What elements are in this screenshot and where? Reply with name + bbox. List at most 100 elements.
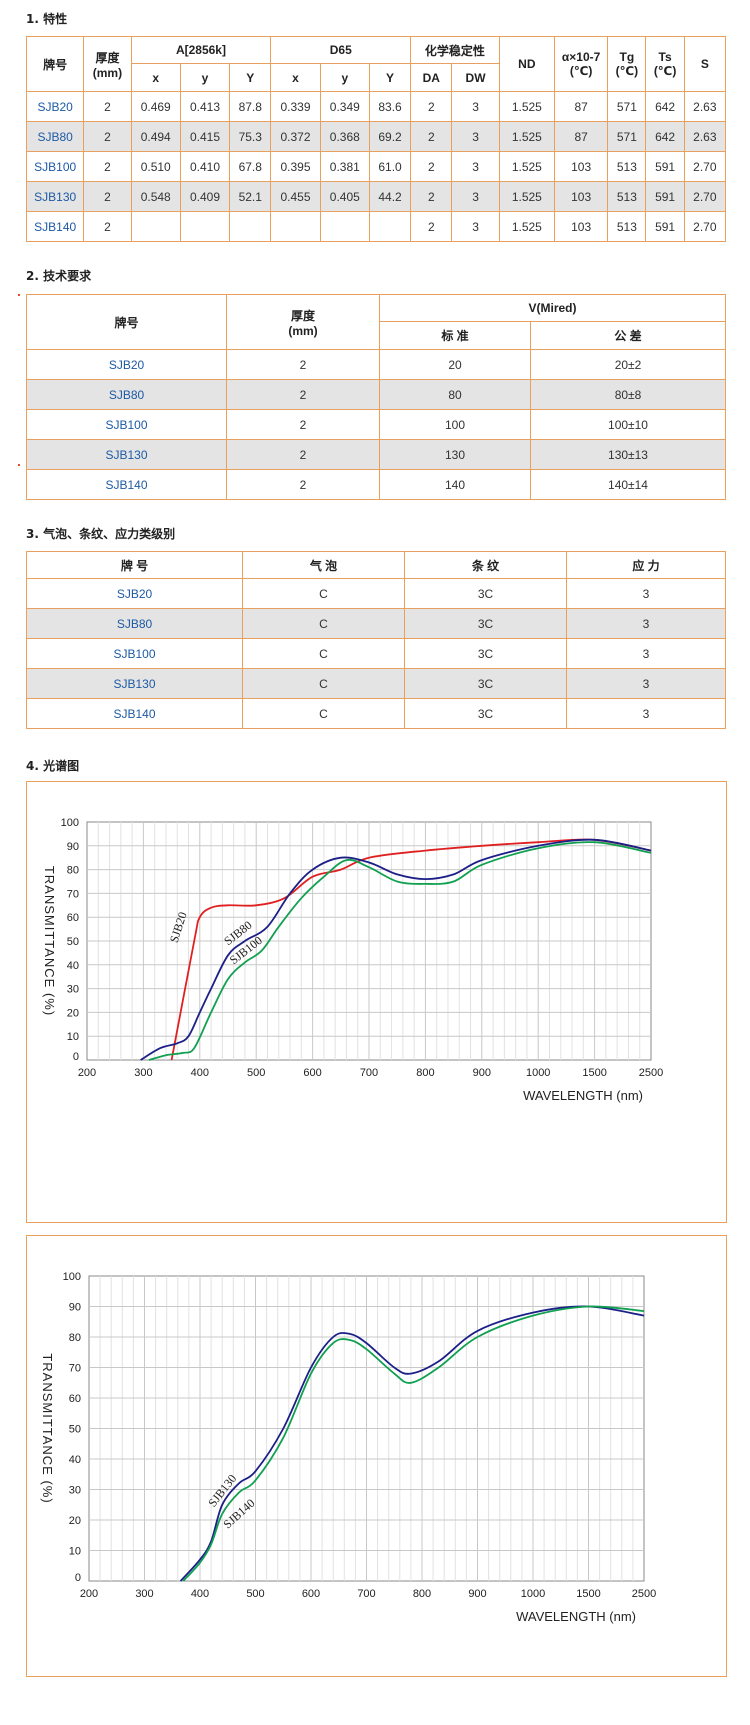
y-tick-label: 40	[69, 1454, 81, 1466]
table-cell: 0.494	[130, 121, 181, 152]
x-tick-label: 900	[468, 1588, 486, 1600]
series-line-sjb100	[148, 841, 652, 1061]
table-cell: 3	[566, 638, 726, 669]
header-chemical-stability: 化学稳定性	[410, 36, 500, 64]
brand-cell: SJB100	[26, 409, 227, 440]
spectrum-chart-2: 0 10 20 30 40 50 60 70 80 90 100 200 300 400 500 600 700…	[26, 1235, 727, 1677]
table-row: SJB80 C 3C 3	[26, 608, 726, 639]
table-cell	[319, 211, 370, 242]
table-row: SJB100 C 3C 3	[26, 638, 726, 669]
brand-cell: SJB130	[25, 181, 85, 212]
y-tick-label: 10	[69, 1546, 81, 1558]
table-cell: 571	[607, 121, 647, 152]
table-cell: 130±13	[530, 439, 726, 470]
x-tick-label: 1000	[521, 1588, 545, 1600]
table-cell: 3C	[404, 578, 567, 609]
table-row: SJB130 2 0.548 0.409 52.1 0.455 0.405 44.2 2 3 1.5…	[25, 181, 727, 212]
x-tick-label: 1000	[526, 1067, 550, 1079]
y-tick-label: 50	[67, 936, 79, 948]
x-tick-label: 600	[303, 1067, 321, 1079]
table-cell: 2	[410, 91, 453, 122]
table-row: SJB100 2 100 100±10	[26, 409, 726, 440]
y-tick-label: 50	[69, 1424, 81, 1436]
table-cell: 3	[451, 181, 500, 212]
table-cell: 3	[566, 668, 726, 699]
header-stripe: 条 纹	[404, 551, 567, 579]
table-cell: 591	[645, 211, 685, 242]
table-cell: 591	[645, 151, 685, 182]
table-cell: 3C	[404, 638, 567, 669]
table-cell: C	[242, 578, 405, 609]
table-cell: 2.70	[683, 211, 727, 242]
table-cell: 0.415	[179, 121, 231, 152]
x-axis-label: WAVELENGTH (nm)	[523, 1088, 643, 1103]
table-row: SJB130 C 3C 3	[26, 668, 726, 699]
y-tick-label: 90	[67, 841, 79, 853]
table-row: SJB140 2 2 3 1.525 103 513 591 2.70	[25, 211, 727, 242]
subheader-a-Y: Y	[229, 63, 272, 92]
header-vmired: V(Mired)	[379, 294, 726, 322]
table-cell: 80±8	[530, 379, 726, 410]
table-cell: 2	[410, 211, 453, 242]
table-cell: 0.510	[130, 151, 181, 182]
marker-dot	[18, 294, 20, 296]
spectrum-chart-1-svg: 0 10 20 30 40 50 60 70 80 90 100 200 300 400 500 600 700…	[42, 817, 663, 1103]
header-stress: 应 力	[566, 551, 726, 579]
x-tick-label: 800	[416, 1067, 434, 1079]
x-tick-label: 300	[135, 1588, 153, 1600]
table-cell: 0.395	[270, 151, 321, 182]
brand-cell: SJB20	[26, 578, 243, 609]
subheader-a-x: x	[130, 63, 181, 92]
table-cell: 642	[645, 91, 685, 122]
tech-requirements-table: 牌号 厚度 (mm) V(Mired) 标 准 公 差 SJB20 2 20 20±2…	[26, 294, 726, 500]
x-tick-label: 200	[80, 1588, 98, 1600]
brand-cell: SJB130	[26, 668, 243, 699]
table-cell: 2	[226, 439, 380, 470]
y-tick-label: 80	[67, 865, 79, 877]
x-tick-label: 2500	[639, 1067, 663, 1079]
table-cell: 2.63	[683, 91, 727, 122]
table-cell: 61.0	[368, 151, 412, 182]
subheader-dw: DW	[451, 63, 500, 92]
table-cell: C	[242, 638, 405, 669]
series-line-sjb130	[179, 1305, 645, 1582]
header-ts: Ts (℃)	[645, 36, 685, 92]
header-tg: Tg (℃)	[607, 36, 647, 92]
table-cell: 100	[379, 409, 531, 440]
table-cell	[368, 211, 412, 242]
table-cell: 103	[553, 151, 609, 182]
table-cell: 69.2	[368, 121, 412, 152]
table-cell: 2	[83, 151, 132, 182]
table-cell: 103	[553, 181, 609, 212]
table-cell: 83.6	[368, 91, 412, 122]
table-cell: 0.410	[179, 151, 231, 182]
x-tick-label: 400	[191, 1067, 209, 1079]
x-tick-label: 600	[302, 1588, 320, 1600]
table-cell: 0.409	[179, 181, 231, 212]
header-thickness: 厚度 (mm)	[226, 294, 380, 350]
table-cell: 87	[553, 121, 609, 152]
table-cell: 513	[607, 181, 647, 212]
section-title-grades: 3. 气泡、条纹、应力类级别	[26, 527, 176, 541]
table-cell: 20	[379, 349, 531, 380]
table-cell: 3	[566, 608, 726, 639]
table-cell	[179, 211, 231, 242]
table-cell: 2	[410, 121, 453, 152]
table-row: SJB140 2 140 140±14	[26, 469, 726, 500]
table-cell: 0.339	[270, 91, 321, 122]
x-tick-label: 1500	[582, 1067, 606, 1079]
series-line-sjb140	[182, 1305, 645, 1582]
x-tick-label: 900	[473, 1067, 491, 1079]
brand-cell: SJB140	[26, 469, 227, 500]
header-brand: 牌 号	[26, 551, 243, 579]
x-tick-label: 1500	[576, 1588, 600, 1600]
table-cell: 3	[566, 578, 726, 609]
brand-cell: SJB140	[26, 698, 243, 729]
y-axis-label: TRANSMITTANCE (%)	[40, 1353, 55, 1503]
brand-cell: SJB100	[26, 638, 243, 669]
table-cell: 0.405	[319, 181, 370, 212]
brand-cell: SJB20	[25, 91, 85, 122]
header-tolerance: 公 差	[530, 321, 726, 350]
table-cell: C	[242, 668, 405, 699]
y-tick-label: 60	[69, 1393, 81, 1405]
